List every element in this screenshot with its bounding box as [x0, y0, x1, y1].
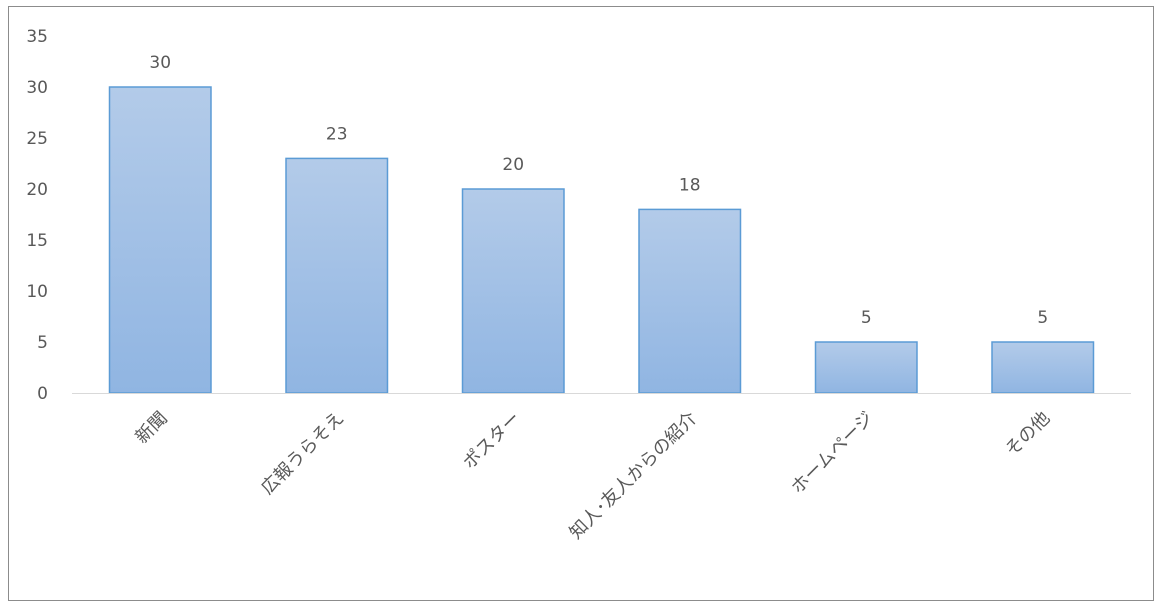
bar-value-label: 30 — [149, 53, 171, 73]
y-axis-ticks: 0 5 10 15 20 25 30 35 — [26, 27, 48, 404]
bar-value-label: 20 — [502, 155, 524, 175]
data-labels: 30 23 20 18 5 5 — [149, 53, 1048, 328]
bars — [108, 86, 1095, 394]
x-category-label: ホームページ — [787, 408, 878, 499]
x-category-label: ポスター — [459, 408, 525, 474]
bar-value-label: 5 — [1037, 308, 1048, 328]
bar-value-label: 18 — [679, 175, 701, 195]
bar — [108, 86, 212, 394]
y-tick-label: 0 — [37, 384, 48, 404]
bar-value-label: 5 — [861, 308, 872, 328]
y-tick-label: 15 — [26, 231, 48, 251]
x-category-label: 新聞 — [131, 408, 171, 448]
bar-value-label: 23 — [326, 124, 348, 144]
category-labels: 新聞 広報うらそえ ポスター 知人･友人からの紹介 ホームページ その他 — [131, 408, 1054, 544]
x-category-label: 広報うらそえ — [257, 408, 348, 499]
y-tick-label: 30 — [26, 78, 48, 98]
x-category-label: その他 — [1001, 408, 1054, 461]
y-tick-label: 10 — [26, 282, 48, 302]
y-tick-label: 5 — [37, 333, 48, 353]
bar — [814, 341, 918, 394]
bar — [461, 188, 565, 394]
y-tick-label: 35 — [26, 27, 48, 47]
bar — [285, 157, 389, 394]
bar — [991, 341, 1095, 394]
y-tick-label: 25 — [26, 129, 48, 149]
bar — [638, 208, 742, 394]
y-tick-label: 20 — [26, 180, 48, 200]
x-category-label: 知人･友人からの紹介 — [566, 408, 702, 544]
